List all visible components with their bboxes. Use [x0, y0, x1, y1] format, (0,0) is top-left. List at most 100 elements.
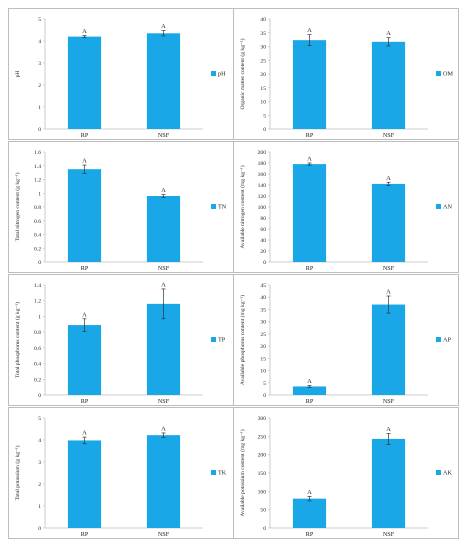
x-category-label: RP	[81, 132, 89, 139]
y-tick-label: 60	[260, 227, 266, 233]
y-tick-label: 0.2	[34, 246, 41, 252]
significance-label: A	[161, 281, 166, 288]
legend-swatch	[211, 71, 216, 76]
bar-rp	[292, 386, 327, 395]
legend-label: TK	[218, 470, 227, 477]
y-tick-label: 45	[260, 283, 266, 289]
y-tick-label: 0	[38, 260, 41, 266]
bar-nsf	[146, 33, 181, 129]
y-tick-label: 0	[38, 127, 41, 133]
x-category-label: RP	[306, 531, 314, 538]
y-tick-label: 160	[258, 172, 267, 178]
significance-label: A	[386, 30, 391, 37]
legend-label: TP	[218, 337, 226, 344]
chart-svg-ak: 0 50 100 150 200 250 300 Available potassium co…	[239, 416, 452, 538]
legend-swatch	[436, 470, 441, 475]
x-category-label: NSF	[158, 265, 170, 272]
y-axis-label: Available potassium content (mg kg⁻¹)	[239, 429, 246, 516]
y-tick-label: 300	[258, 416, 267, 422]
legend-label: TN	[218, 204, 227, 211]
legend-label: pH	[218, 71, 226, 78]
y-tick-label: 100	[258, 489, 267, 495]
y-tick-label: 1.4	[34, 283, 41, 289]
y-tick-label: 20	[260, 72, 266, 78]
x-category-label: RP	[306, 398, 314, 405]
y-axis-label: pH	[15, 71, 21, 78]
y-tick-label: 40	[260, 238, 266, 244]
x-category-label: RP	[306, 265, 314, 272]
chart-panel-tn: 0 0.2 0.4 0.6 0.8 1 1.2 1.4 1.6 Total nitrogen co…	[8, 141, 234, 273]
bar-nsf	[371, 41, 406, 130]
legend-swatch	[211, 204, 216, 209]
legend-swatch	[436, 71, 441, 76]
x-category-label: NSF	[383, 132, 395, 139]
y-tick-label: 0	[263, 526, 266, 532]
bar-rp	[67, 36, 102, 129]
y-tick-label: 50	[260, 508, 266, 514]
y-tick-label: 0.6	[34, 219, 41, 225]
y-tick-label: 20	[260, 249, 266, 255]
y-tick-label: 140	[258, 183, 267, 189]
y-tick-label: 1.4	[34, 164, 41, 170]
x-category-label: RP	[81, 531, 89, 538]
y-tick-label: 0.8	[34, 205, 41, 211]
y-tick-label: 10	[260, 369, 266, 375]
y-tick-label: 35	[260, 31, 266, 37]
legend-label: OM	[443, 71, 453, 78]
significance-label: A	[386, 289, 391, 296]
y-tick-label: 180	[258, 161, 267, 167]
chart-panel-ph: 0 1 2 3 4 5 pH A RP A NSF pH	[8, 8, 234, 140]
y-tick-label: 80	[260, 216, 266, 222]
y-tick-label: 1.2	[34, 178, 41, 184]
x-category-label: RP	[81, 265, 89, 272]
x-category-label: NSF	[383, 398, 395, 405]
bar-rp	[67, 325, 102, 395]
y-tick-label: 0.4	[34, 233, 41, 239]
y-tick-label: 5	[38, 416, 41, 422]
bar-nsf	[146, 435, 181, 528]
significance-label: A	[161, 23, 166, 30]
bar-nsf	[146, 196, 181, 262]
y-axis-label: Organic matter content (g kg⁻¹)	[239, 38, 246, 109]
chart-panel-an: 0 20 40 60 80 100 120 140 160 180 200 Available nit…	[233, 141, 459, 273]
y-tick-label: 250	[258, 434, 267, 440]
y-tick-label: 1	[38, 105, 41, 111]
y-axis-label: Total potassium (g kg⁻¹)	[14, 445, 21, 500]
y-axis-label: Total nitrogen content (g kg⁻¹)	[14, 172, 21, 241]
x-category-label: NSF	[158, 531, 170, 538]
y-tick-label: 35	[260, 307, 266, 313]
y-tick-label: 0	[263, 393, 266, 399]
significance-label: A	[82, 158, 87, 165]
y-tick-label: 1.2	[34, 299, 41, 305]
bar-rp	[292, 498, 327, 528]
chart-panel-ak: 0 50 100 150 200 250 300 Available potassium co…	[233, 407, 459, 539]
y-tick-label: 150	[258, 471, 267, 477]
y-tick-label: 200	[258, 150, 267, 156]
x-category-label: NSF	[158, 398, 170, 405]
y-axis-label: Available nitrogen content (mg kg⁻¹)	[239, 165, 246, 248]
y-tick-label: 15	[260, 86, 266, 92]
y-tick-label: 20	[260, 344, 266, 350]
chart-svg-tn: 0 0.2 0.4 0.6 0.8 1 1.2 1.4 1.6 Total nitrogen co…	[14, 150, 227, 272]
y-tick-label: 3	[38, 460, 41, 466]
x-category-label: NSF	[383, 265, 395, 272]
y-tick-label: 40	[260, 17, 266, 23]
significance-label: A	[307, 489, 312, 496]
legend-swatch	[436, 204, 441, 209]
y-tick-label: 2	[38, 482, 41, 488]
significance-label: A	[386, 426, 391, 433]
y-tick-label: 120	[258, 194, 267, 200]
y-axis-label: Available phosphorus content (mg kg⁻¹)	[239, 295, 246, 385]
y-tick-label: 0.2	[34, 377, 41, 383]
chart-svg-ap: 0 5 10 15 20 25 30 35 40 45 Available phosphorus c…	[239, 283, 451, 405]
y-tick-label: 1	[38, 504, 41, 510]
x-category-label: RP	[306, 132, 314, 139]
chart-panel-tk: 0 1 2 3 4 5 Total potassium (g kg⁻¹) A RP A NSF TK	[8, 407, 234, 539]
legend-label: AK	[443, 470, 452, 477]
chart-panel-om: 0 5 10 15 20 25 30 35 40 Organic matter content (…	[233, 8, 459, 140]
chart-panel-tp: 0 0.2 0.4 0.6 0.8 1 1.2 1.4 Total phosphorus con…	[8, 274, 234, 406]
chart-svg-tk: 0 1 2 3 4 5 Total potassium (g kg⁻¹) A RP A NSF TK	[14, 416, 227, 538]
chart-svg-ph: 0 1 2 3 4 5 pH A RP A NSF pH	[15, 17, 226, 139]
legend-swatch	[211, 470, 216, 475]
y-tick-label: 4	[38, 39, 41, 45]
